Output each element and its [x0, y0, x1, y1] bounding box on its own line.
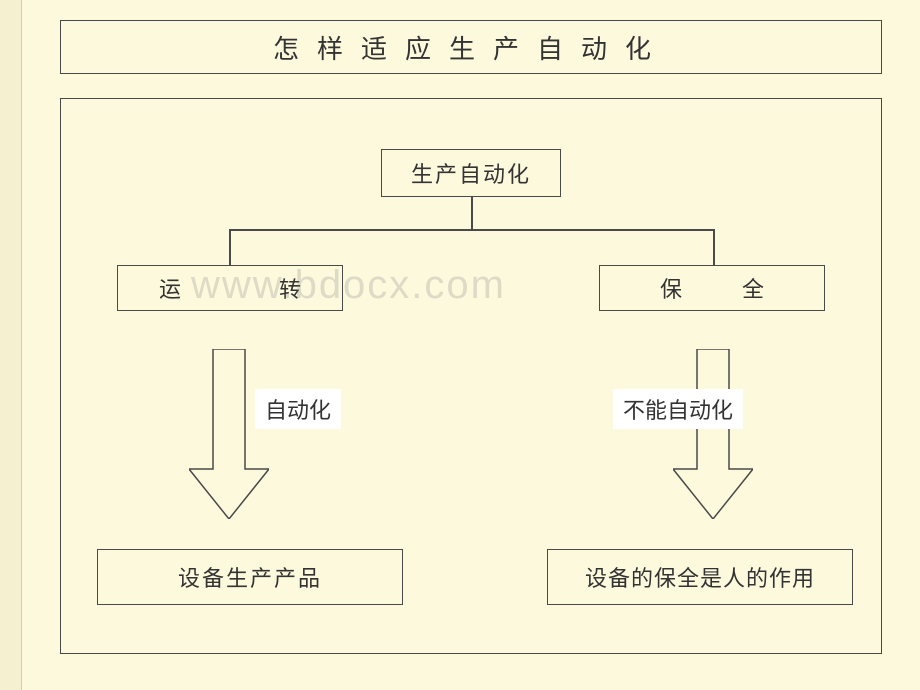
arrow-right	[673, 349, 753, 524]
connector-line	[713, 229, 715, 265]
right-char1: 保	[660, 272, 682, 304]
bottom-right-label: 设备的保全是人的作用	[585, 561, 815, 593]
arrow-label-right: 不能自动化	[613, 389, 743, 429]
bottom-left-label: 设备生产产品	[178, 561, 322, 593]
diagram-container: 生产自动化 运 转 保 全 www.bdocx.com 自动化	[60, 98, 882, 654]
title-text: 怎样适应生产自动化	[273, 29, 669, 66]
content-area: 怎样适应生产自动化 生产自动化 运 转 保 全 www.bdocx.com	[22, 0, 920, 690]
level1-left-label: 运 转	[121, 272, 339, 304]
diagram-title: 怎样适应生产自动化	[60, 20, 882, 74]
sidebar-accent	[0, 0, 22, 690]
arrow-label-left: 自动化	[255, 389, 341, 429]
root-label: 生产自动化	[411, 157, 531, 189]
arrow-left	[189, 349, 269, 524]
level1-right-label: 保 全	[600, 272, 824, 304]
bottom-left-node: 设备生产产品	[97, 549, 403, 605]
level1-right-node: 保 全	[599, 265, 825, 311]
connector-line	[471, 197, 473, 229]
connector-line	[229, 229, 231, 265]
root-node: 生产自动化	[381, 149, 561, 197]
right-char2: 全	[742, 272, 764, 304]
bottom-right-node: 设备的保全是人的作用	[547, 549, 853, 605]
arrow-label-right-text: 不能自动化	[623, 398, 733, 423]
arrow-label-left-text: 自动化	[265, 398, 331, 423]
level1-left-node: 运 转	[117, 265, 343, 311]
connector-line	[229, 229, 715, 231]
